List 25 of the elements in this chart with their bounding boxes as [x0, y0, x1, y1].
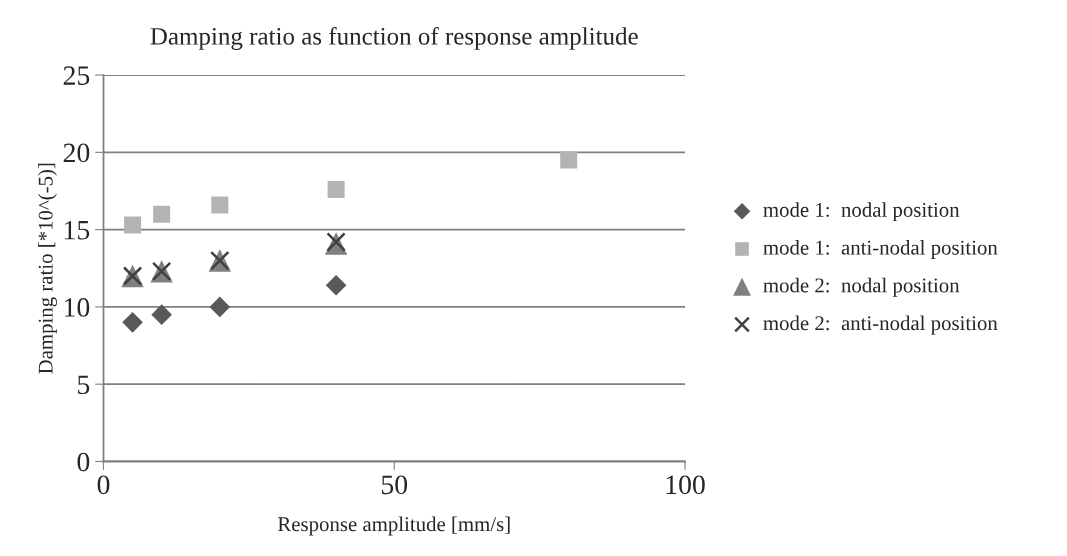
point [327, 180, 345, 198]
y-tick-label: 20 [63, 143, 90, 163]
point [153, 205, 171, 223]
legend-label: mode 1: nodal position [763, 202, 960, 222]
point [325, 274, 347, 296]
y-tick-label: 25 [63, 66, 90, 85]
y-tick-label: 0 [77, 452, 90, 472]
y-tick-label: 5 [78, 375, 90, 395]
legend-label: mode 2: nodal position [763, 277, 960, 297]
legend-label: mode 1: anti-nodal position [763, 240, 998, 259]
x-tick-label: 50 [381, 475, 408, 495]
point [209, 296, 231, 318]
point [124, 216, 142, 234]
y-tick-label: 10 [64, 298, 90, 317]
y-axis-title: Damping ratio [*10^(-5)] [38, 163, 57, 374]
point [211, 196, 229, 214]
point [122, 312, 143, 333]
x-axis-title: Response amplitude [mm/s] [277, 516, 510, 536]
x-tick-label: 100 [666, 475, 705, 495]
point [560, 151, 578, 169]
x-tick-label: 0 [97, 475, 110, 495]
legend-label: mode 2: anti-nodal position [763, 315, 998, 335]
y-tick-label: 15 [64, 220, 90, 240]
point [151, 304, 172, 325]
chart-title: Damping ratio as function of response amplitude [150, 26, 638, 50]
